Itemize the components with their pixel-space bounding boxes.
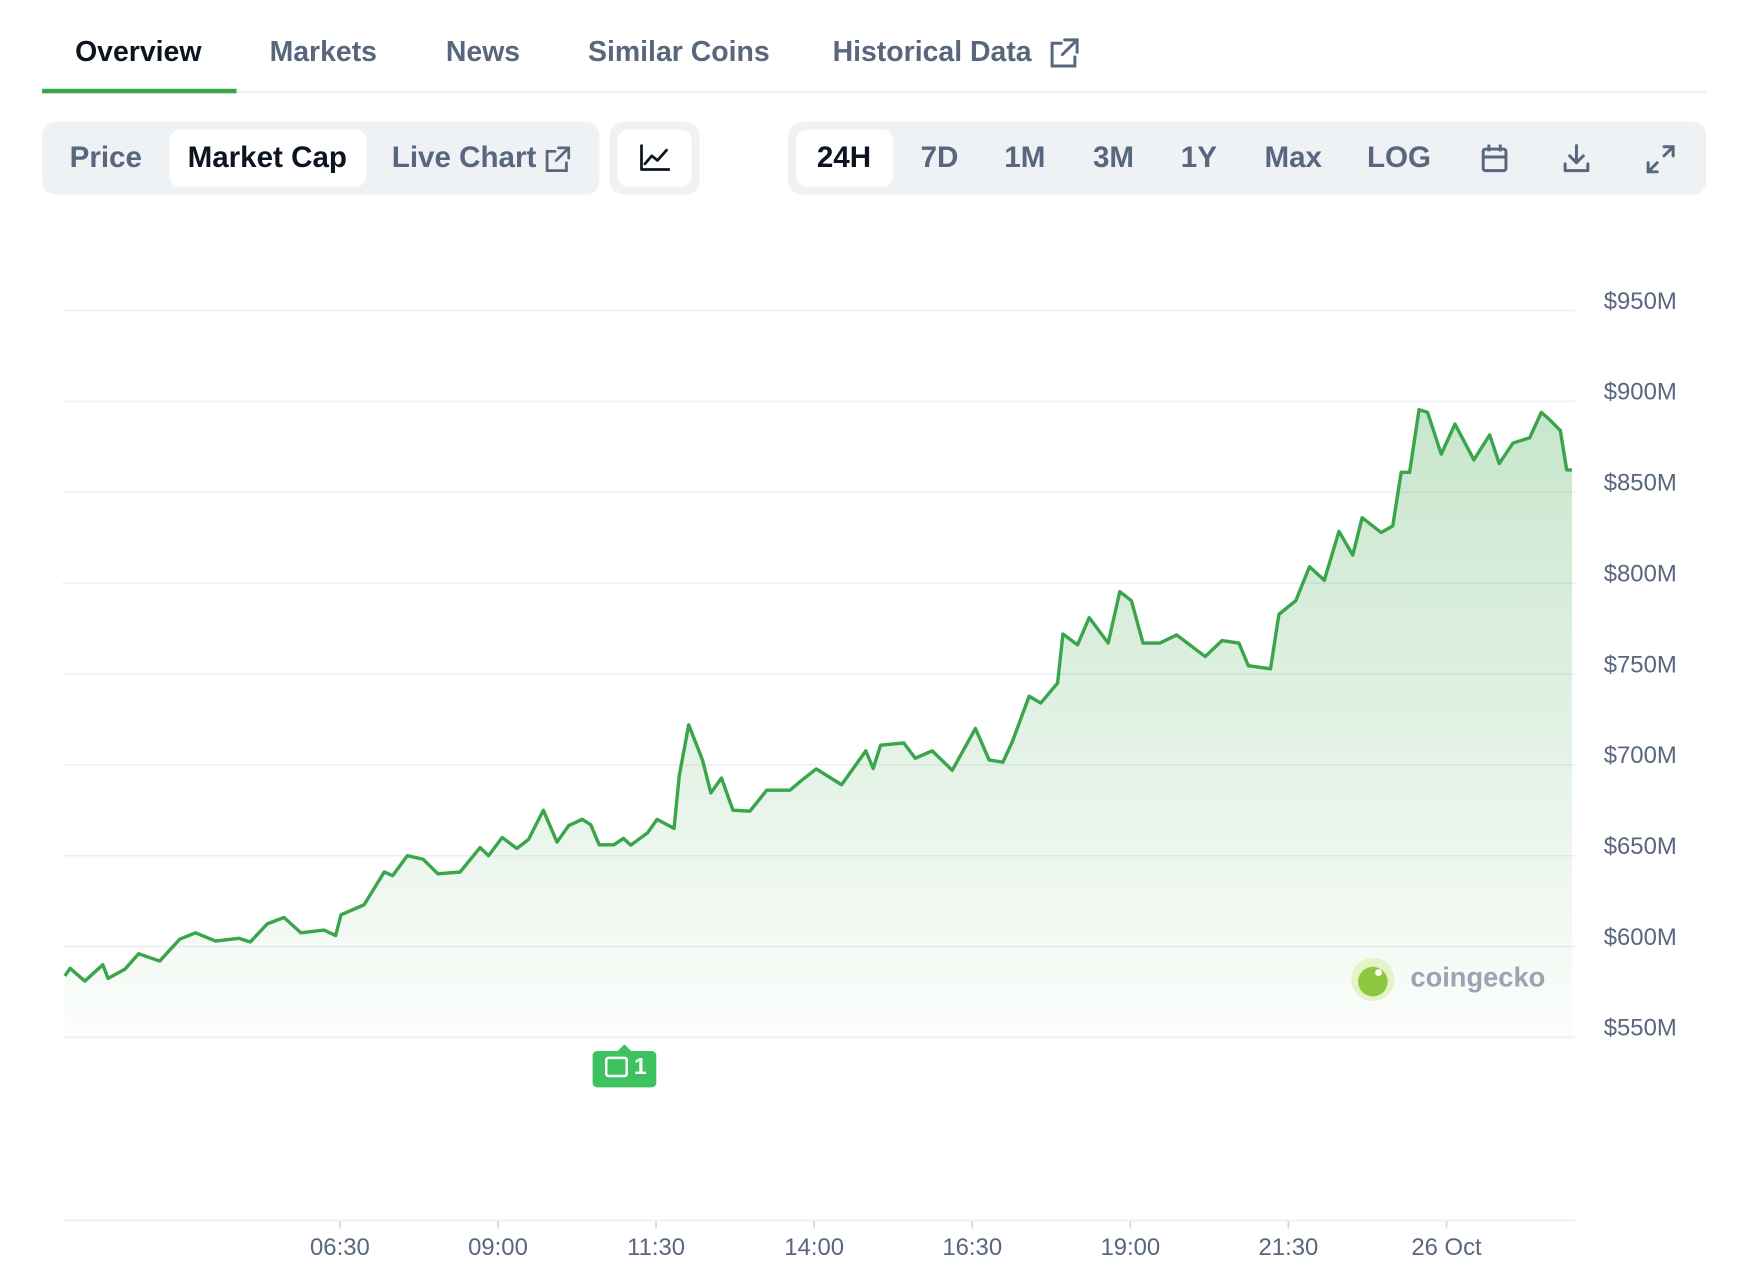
x-tick-label: 26 Oct bbox=[1411, 1234, 1482, 1261]
tab-link-icon bbox=[1050, 38, 1079, 68]
tab[interactable]: Historical Data bbox=[833, 36, 1032, 68]
y-tick-label: $650M bbox=[1604, 833, 1677, 860]
range-button[interactable]: 24H bbox=[817, 141, 871, 174]
fullscreen-button[interactable] bbox=[1646, 145, 1675, 174]
area bbox=[64, 409, 1572, 1038]
y-tick-label: $850M bbox=[1604, 470, 1677, 497]
x-tick-label: 14:00 bbox=[784, 1234, 844, 1261]
y-tick-label: $550M bbox=[1604, 1015, 1677, 1042]
x-tick-label: 09:00 bbox=[468, 1234, 528, 1261]
news-icon bbox=[605, 1056, 628, 1078]
range-button[interactable]: 3M bbox=[1093, 141, 1134, 174]
range-button[interactable]: 7D bbox=[921, 141, 959, 174]
range-button[interactable]: LOG bbox=[1367, 141, 1431, 174]
news-count: 1 bbox=[634, 1053, 647, 1079]
calendar-button[interactable] bbox=[1481, 144, 1508, 173]
tab[interactable]: Overview bbox=[75, 36, 202, 68]
active-tab-underline bbox=[42, 88, 237, 94]
x-tick-label: 21:30 bbox=[1259, 1234, 1319, 1261]
active-range bbox=[796, 129, 893, 187]
range-button[interactable]: Max bbox=[1264, 141, 1322, 174]
tab[interactable]: News bbox=[446, 36, 520, 68]
active-toggle bbox=[169, 129, 367, 187]
x-tick-label: 06:30 bbox=[310, 1234, 370, 1261]
line bbox=[63, 408, 1572, 983]
tab[interactable]: Similar Coins bbox=[588, 36, 770, 68]
news-marker[interactable] bbox=[592, 1044, 657, 1088]
live-chart-icon bbox=[545, 146, 571, 173]
y-tick-label: $900M bbox=[1604, 379, 1677, 406]
view-toggle[interactable]: Price bbox=[70, 141, 142, 174]
watermark-logo bbox=[1351, 957, 1395, 1001]
y-tick-label: $600M bbox=[1604, 924, 1677, 951]
line-chart-icon bbox=[640, 144, 671, 171]
x-tick-label: 16:30 bbox=[942, 1234, 1002, 1261]
x-tick-label: 19:00 bbox=[1100, 1234, 1160, 1261]
download-button[interactable] bbox=[1563, 144, 1590, 173]
tab[interactable]: Markets bbox=[270, 36, 377, 68]
chart: $550M $600M $650M $700M $750M $800M $850M $900M… bbox=[62, 288, 1677, 1261]
range-button[interactable]: 1Y bbox=[1181, 141, 1217, 174]
range-group bbox=[788, 121, 1707, 195]
y-tick-label: $800M bbox=[1604, 560, 1677, 587]
y-tick-label: $950M bbox=[1604, 288, 1677, 315]
y-tick-label: $750M bbox=[1604, 651, 1677, 678]
y-tick-label: $700M bbox=[1604, 742, 1677, 769]
watermark: coingecko bbox=[1410, 962, 1545, 993]
x-tick-label: 11:30 bbox=[627, 1234, 685, 1261]
view-toggle[interactable]: Live Chart bbox=[392, 141, 537, 174]
range-button[interactable]: 1M bbox=[1004, 141, 1045, 174]
view-toggle[interactable]: Market Cap bbox=[188, 141, 347, 174]
